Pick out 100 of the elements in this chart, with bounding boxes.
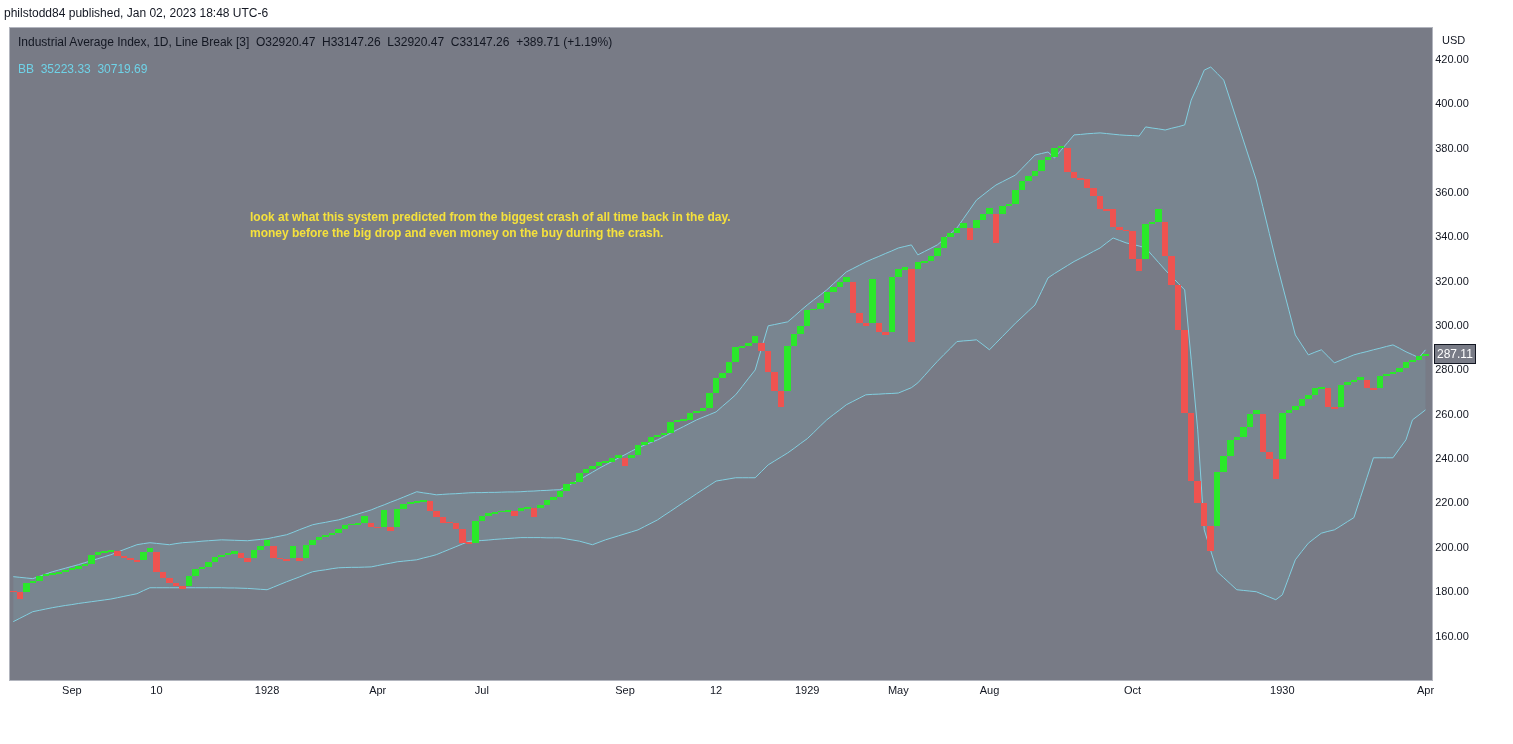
candlestick (863, 323, 869, 326)
candlestick (622, 458, 628, 466)
candlestick (563, 484, 570, 491)
candlestick (140, 552, 147, 560)
candlestick (837, 282, 843, 287)
candlestick (173, 583, 179, 586)
candlestick (114, 551, 121, 556)
candlestick (1116, 227, 1123, 230)
candlestick (1162, 222, 1168, 256)
candlestick (583, 469, 589, 473)
candlestick (160, 572, 166, 578)
candlestick (270, 546, 277, 558)
candlestick (433, 511, 440, 517)
candlestick (544, 500, 550, 505)
candlestick (387, 527, 394, 531)
candlestick (1181, 330, 1188, 413)
candlestick (23, 583, 30, 592)
candlestick (186, 576, 192, 586)
candlestick (830, 287, 837, 292)
candlestick (1273, 459, 1279, 479)
candlestick (537, 505, 544, 508)
candlestick (296, 558, 303, 561)
candlestick (1155, 209, 1162, 222)
candlestick (264, 540, 270, 546)
candlestick (1253, 410, 1260, 414)
candlestick (147, 548, 153, 552)
candlestick (843, 277, 850, 282)
candlestick (876, 323, 882, 332)
candlestick (1292, 406, 1299, 410)
candlestick (1416, 356, 1422, 360)
candlestick (1025, 176, 1032, 181)
candlestick (36, 576, 43, 581)
y-tick-label: 320.00 (1435, 274, 1469, 287)
x-tick-label: 1928 (254, 684, 280, 697)
candlestick (1129, 231, 1136, 259)
candlestick (212, 557, 218, 562)
candlestick (856, 313, 863, 323)
y-tick-label: 420.00 (1435, 52, 1469, 65)
candlestick (641, 442, 648, 445)
candlestick (1403, 362, 1409, 368)
candlestick (368, 523, 374, 527)
y-axis-title: USD (1442, 34, 1466, 46)
candlestick (1286, 410, 1292, 413)
x-tick-label: May (887, 684, 910, 697)
x-tick-label: 12 (709, 684, 723, 697)
candlestick (400, 504, 407, 509)
candlestick (804, 310, 810, 326)
candlestick (576, 473, 583, 482)
candlestick (752, 336, 758, 343)
candlestick (1038, 160, 1045, 171)
candlestick (1247, 414, 1253, 427)
candlestick (1299, 399, 1305, 406)
candlestick (817, 303, 824, 309)
candlestick (648, 437, 654, 442)
candlestick (778, 391, 784, 407)
candlestick (1240, 427, 1247, 437)
candlestick (1325, 388, 1331, 407)
candlestick (980, 214, 986, 220)
candlestick (1175, 285, 1181, 330)
candlestick (1090, 188, 1097, 196)
candlestick (765, 351, 771, 372)
candlestick (381, 510, 387, 527)
y-tick-label: 240.00 (1435, 452, 1469, 465)
candlestick (166, 578, 173, 583)
candlestick (1207, 526, 1214, 551)
candlestick (1305, 395, 1312, 399)
candlestick (960, 223, 967, 228)
candlestick (1220, 456, 1227, 472)
candlestick (1227, 440, 1234, 456)
x-tick-label: Sep (62, 684, 82, 697)
candlestick (615, 455, 622, 458)
candlestick (479, 516, 485, 521)
candlestick (993, 214, 999, 243)
y-tick-label: 380.00 (1435, 141, 1469, 154)
candlestick (589, 466, 596, 469)
candlestick (771, 372, 778, 391)
x-tick-label: 10 (150, 684, 163, 697)
candlestick (1045, 157, 1051, 160)
annotation: 287.11 (1437, 347, 1474, 361)
candlestick (1377, 376, 1383, 388)
candlestick (797, 326, 804, 334)
candlestick (700, 408, 706, 411)
y-tick-label: 220.00 (1435, 496, 1469, 509)
candlestick (453, 523, 459, 529)
candlestick (1266, 452, 1273, 459)
candlestick (941, 237, 947, 248)
text: philstodd84 published, Jan 02, 2023 18:48 UTC-6 (4, 6, 269, 20)
candlestick (1344, 382, 1351, 385)
candlestick (244, 558, 251, 562)
candlestick (557, 491, 563, 497)
candlestick (850, 282, 856, 313)
text: BB 35223.33 30719.69 (18, 61, 148, 76)
candlestick (1032, 171, 1038, 176)
candlestick (635, 445, 641, 455)
candlestick (986, 208, 993, 214)
candlestick (394, 509, 400, 527)
candlestick (713, 378, 719, 393)
candlestick (303, 545, 309, 558)
candlestick (1260, 414, 1266, 452)
y-tick-label: 280.00 (1435, 363, 1469, 376)
